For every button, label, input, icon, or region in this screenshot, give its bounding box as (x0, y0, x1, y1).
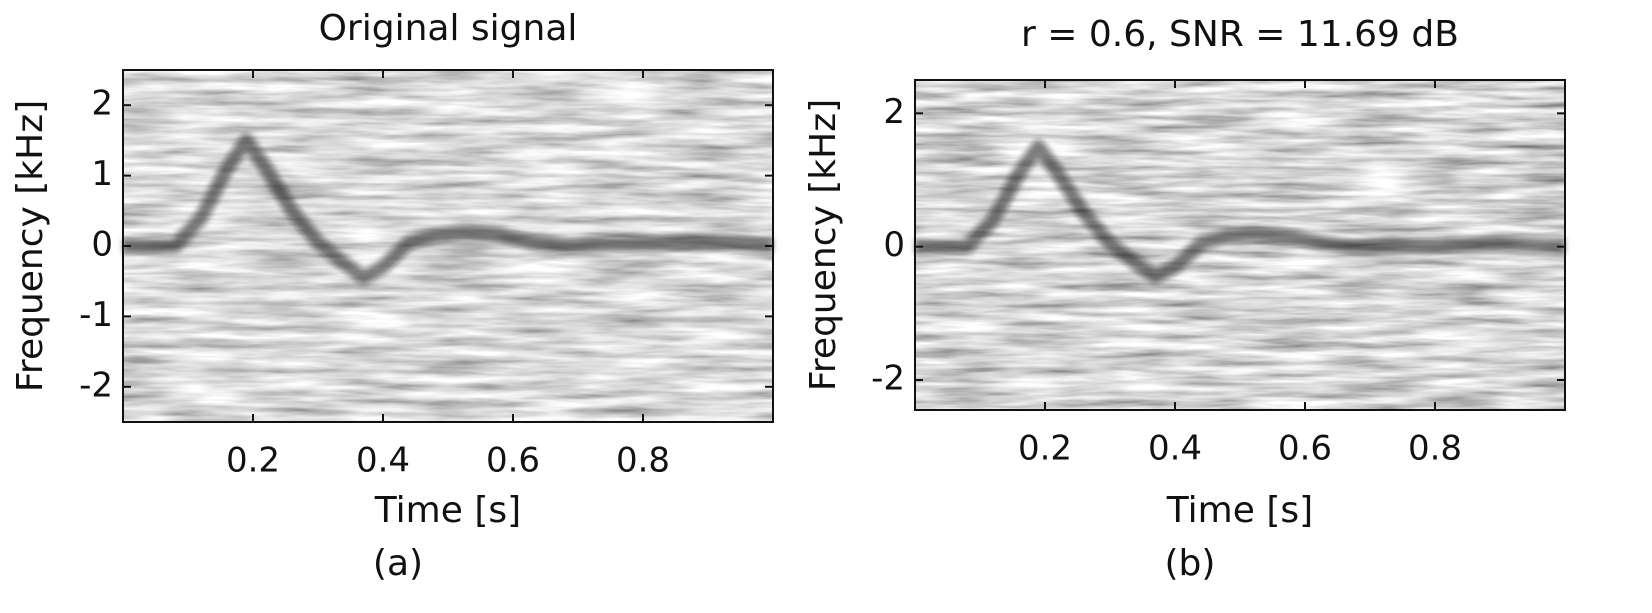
x-tick-label: 0.4 (1148, 429, 1202, 469)
signal-ridge (123, 133, 774, 285)
x-axis-label: Time [s] (374, 490, 521, 531)
x-tick-label: 0.8 (1408, 429, 1462, 469)
y-tick-label: 1 (91, 154, 113, 194)
x-tick-label: 0.2 (1018, 429, 1072, 469)
x-tick-label: 0.8 (616, 441, 670, 481)
x-tick-label: 0.4 (356, 441, 410, 481)
x-axis-label: Time [s] (1166, 490, 1313, 531)
signal-ridge (915, 139, 1566, 284)
y-tick-label: 0 (91, 225, 113, 265)
x-tick-label: 0.6 (1278, 429, 1332, 469)
panel-caption: (b) (1165, 543, 1216, 584)
panel-caption: (a) (373, 543, 423, 584)
y-tick-label: -2 (871, 359, 905, 399)
x-tick-label: 0.6 (486, 441, 540, 481)
y-tick-label: 2 (883, 92, 905, 132)
chart-title: Original signal (319, 8, 578, 49)
y-tick-label: 2 (91, 84, 113, 124)
chart-title: r = 0.6, SNR = 11.69 dB (1021, 14, 1459, 55)
y-axis-label: Frequency [kHz] (10, 100, 51, 392)
y-tick-label: -2 (79, 365, 113, 405)
y-axis-label: Frequency [kHz] (803, 99, 844, 391)
plot-frame (914, 79, 1566, 411)
x-tick-label: 0.2 (226, 441, 280, 481)
y-tick-label: 0 (883, 225, 905, 265)
y-tick-label: -1 (79, 295, 113, 335)
